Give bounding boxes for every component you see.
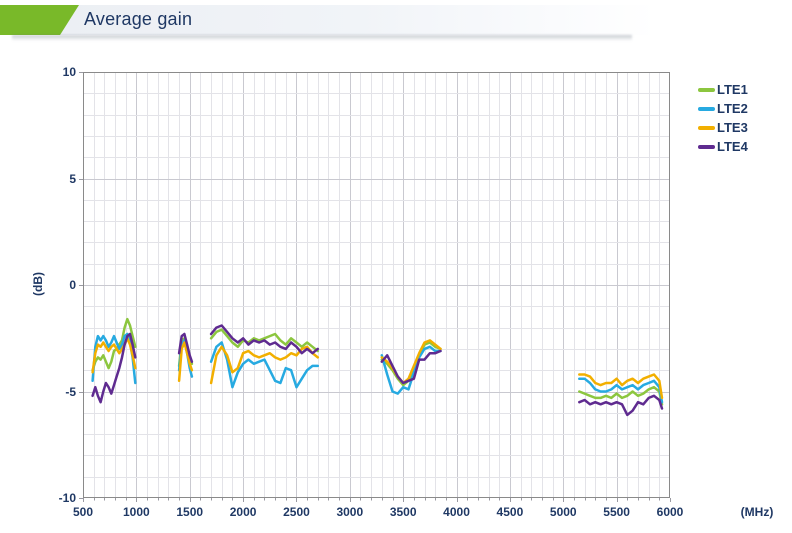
legend-swatch-lte3 <box>698 125 715 130</box>
legend-swatch-lte1 <box>698 87 715 92</box>
series-line-lte2 <box>578 377 664 404</box>
x-tick-label: 5000 <box>549 505 577 519</box>
x-tick-label: 4500 <box>496 505 524 519</box>
legend-item-lte1: LTE1 <box>698 80 748 99</box>
x-tick-label: 1500 <box>176 505 204 519</box>
series-line-lte1 <box>91 317 137 372</box>
chart-legend: LTE1 LTE2 LTE3 LTE4 <box>698 80 748 156</box>
series-line-lte4 <box>578 394 664 417</box>
x-tick-label: 500 <box>72 505 94 519</box>
legend-label: LTE2 <box>717 101 748 116</box>
legend-label: LTE1 <box>717 82 748 97</box>
x-tick-label: 1000 <box>123 505 150 519</box>
x-axis-title: (MHz) <box>740 505 774 519</box>
plot-border <box>83 72 670 498</box>
series-line-lte1 <box>578 385 664 406</box>
y-tick-label: 10 <box>62 65 76 79</box>
legend-item-lte4: LTE4 <box>698 137 748 156</box>
x-tick-label: 6000 <box>656 505 684 519</box>
series-line-lte3 <box>177 341 194 383</box>
x-tick-label: 3000 <box>336 505 364 519</box>
x-tick-label: 4000 <box>443 505 470 519</box>
green-accent-shape <box>0 5 79 35</box>
legend-label: LTE4 <box>717 139 748 154</box>
chart-plot-area <box>79 72 671 502</box>
series-line-lte1 <box>209 328 320 353</box>
series-line-lte3 <box>380 339 442 385</box>
y-tick-label: -10 <box>58 491 76 505</box>
y-tick-label: -5 <box>65 384 76 399</box>
y-tick-label: 5 <box>69 171 76 186</box>
title-bar: Average gain <box>0 5 656 35</box>
legend-label: LTE3 <box>717 120 748 135</box>
legend-swatch-lte2 <box>698 106 715 111</box>
y-tick-label: 0 <box>69 278 76 292</box>
x-tick-label: 3500 <box>389 505 417 519</box>
series-line-lte2 <box>209 341 320 389</box>
series-line-lte4 <box>380 349 442 385</box>
series-line-lte3 <box>91 337 137 374</box>
x-tick-label: 2000 <box>229 505 257 519</box>
series-line-lte4 <box>177 332 194 363</box>
title-bar-shadow <box>12 35 632 41</box>
x-tick-label: 2500 <box>283 505 310 519</box>
y-axis-title: (dB) <box>31 272 45 296</box>
series-line-lte4 <box>91 332 137 404</box>
legend-item-lte2: LTE2 <box>698 99 748 118</box>
series-line-lte3 <box>578 373 664 400</box>
legend-item-lte3: LTE3 <box>698 118 748 137</box>
page-title: Average gain <box>84 9 193 29</box>
series-line-lte4 <box>209 324 320 355</box>
legend-swatch-lte4 <box>698 144 715 149</box>
x-tick-label: 5500 <box>603 505 630 519</box>
